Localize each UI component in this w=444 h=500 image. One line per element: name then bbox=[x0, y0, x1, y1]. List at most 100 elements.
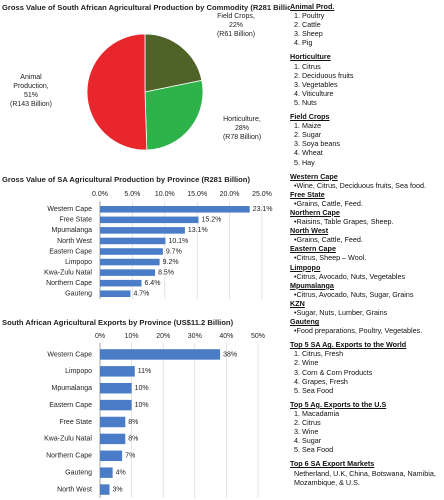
pie-label: Field Crops, 22% (R61 Billion) bbox=[207, 12, 265, 39]
slice-amount: (R78 Billion) bbox=[222, 134, 262, 141]
value-label: 8.5% bbox=[158, 269, 174, 276]
section-item: 2. Wine bbox=[294, 358, 319, 368]
value-label: 11% bbox=[138, 368, 152, 375]
y-tick-label: Kwa-Zulu Natal bbox=[44, 436, 92, 443]
section-item: 1. Maize bbox=[294, 121, 322, 131]
y-tick-label: Limpopo bbox=[65, 259, 92, 266]
bar bbox=[100, 269, 156, 276]
y-tick-label: Western Cape bbox=[47, 206, 92, 213]
section-heading: Animal Prod. bbox=[290, 2, 335, 11]
y-tick-label: Free State bbox=[59, 217, 92, 224]
section-item: •Grains, Cattle, Feed. bbox=[294, 198, 363, 208]
value-label: 9.7% bbox=[166, 248, 182, 255]
slice-value-label: 28% bbox=[234, 125, 249, 132]
chart-title: Gross Value of SA Agricultural Productio… bbox=[2, 175, 250, 184]
value-label: 23.1% bbox=[253, 206, 273, 213]
y-tick-label: Limpopo bbox=[65, 368, 92, 375]
y-tick-label: Western Cape bbox=[47, 351, 92, 358]
sidebar-block: Horticulture 1. Citrus 2. Deciduous fruits… bbox=[290, 52, 442, 107]
section-item: 2. Deciduous fruits bbox=[294, 70, 354, 80]
section-item: 5. Hay bbox=[294, 157, 315, 167]
section-heading: Top 5 Ag. Exports to the U.S bbox=[290, 399, 387, 409]
value-label: 10% bbox=[135, 385, 149, 392]
slice-amount: (R61 Billion) bbox=[216, 31, 256, 38]
bar bbox=[100, 416, 126, 428]
slice-category: Animal Production, bbox=[13, 74, 49, 90]
x-tick-label: 25.0% bbox=[252, 191, 272, 198]
chart-title: South African Agricultural Exports by Pr… bbox=[2, 318, 234, 327]
bar bbox=[100, 248, 163, 255]
bar bbox=[100, 279, 142, 287]
section-item: 5. Sea Food bbox=[294, 385, 334, 395]
y-tick-label: Gauteng bbox=[65, 291, 92, 298]
bar bbox=[100, 258, 160, 266]
section-item: •Citrus, Avocado, Nuts, Sugar, Grains bbox=[294, 289, 414, 299]
section-item: 3. Vegetables bbox=[294, 79, 338, 89]
pie-slice bbox=[144, 33, 203, 93]
section-item: 4. Sugar bbox=[294, 436, 322, 446]
section-item: 5. Nuts bbox=[294, 97, 317, 107]
bar bbox=[100, 227, 185, 234]
value-label: 3% bbox=[112, 486, 122, 493]
section-item: 3. Sheep bbox=[294, 29, 323, 39]
bar bbox=[100, 366, 135, 377]
pie-label: Horticulture, 28% (R78 Billion) bbox=[213, 115, 271, 142]
x-tick-label: 10% bbox=[125, 333, 139, 340]
section-heading: Top 6 SA Export Markets bbox=[290, 459, 375, 469]
section-item: •Citrus, Sheep – Wool. bbox=[294, 253, 367, 263]
section-item: 5. Sea Food bbox=[294, 445, 334, 455]
section-heading: Limpopo bbox=[290, 262, 321, 272]
slice-value-label: 51% bbox=[23, 92, 38, 99]
value-label: 38% bbox=[223, 351, 237, 358]
x-tick-label: 5.0% bbox=[124, 191, 140, 198]
y-tick-label: Gauteng bbox=[65, 470, 92, 477]
section-item: 3. Soya beans bbox=[294, 139, 340, 149]
x-tick-label: 20.0% bbox=[220, 191, 240, 198]
sidebar-block: Animal Prod. 1. Poultry 2. Cattle 3. Sheep 4… bbox=[290, 2, 442, 47]
section-item: •Sugar, Nuts, Lumber, Grains bbox=[294, 308, 388, 317]
x-tick-label: 0% bbox=[95, 333, 105, 340]
x-tick-label: 15.0% bbox=[187, 191, 207, 198]
bar bbox=[100, 237, 166, 245]
section-item: 2. Cattle bbox=[294, 20, 321, 30]
section-heading: Northern Cape bbox=[290, 207, 340, 217]
section-item: •Raisins, Table Grapes, Sheep. bbox=[294, 217, 394, 227]
section-item: Netherland, U.K, China, Botswana, Namibi… bbox=[294, 468, 436, 487]
section-heading: Free State bbox=[290, 189, 325, 199]
x-tick-label: 50% bbox=[251, 333, 265, 340]
y-tick-label: Northern Cape bbox=[46, 453, 92, 460]
section-heading: North West bbox=[290, 226, 329, 236]
value-label: 4% bbox=[116, 470, 126, 477]
x-tick-label: 20% bbox=[156, 333, 170, 340]
sidebar: Animal Prod. 1. Poultry 2. Cattle 3. Sheep 4… bbox=[290, 2, 442, 492]
value-label: 9.2% bbox=[163, 259, 179, 266]
value-label: 8% bbox=[128, 419, 138, 426]
section-heading: Field Crops bbox=[290, 112, 330, 122]
bar bbox=[100, 349, 221, 360]
section-item: •Food preparations, Poultry, Vegetables. bbox=[294, 326, 423, 336]
value-label: 10.1% bbox=[168, 238, 188, 245]
y-tick-label: Kwa-Zulu Natal bbox=[44, 269, 92, 276]
y-tick-label: Mpumalanga bbox=[52, 227, 93, 234]
bar bbox=[100, 433, 126, 445]
bar bbox=[100, 206, 250, 213]
section-item: 4. Pig bbox=[294, 38, 313, 48]
x-tick-label: 40% bbox=[219, 333, 233, 340]
y-tick-label: Eastern Cape bbox=[49, 402, 92, 409]
section-item: 1. Citrus bbox=[294, 61, 321, 71]
slice-category: Horticulture, bbox=[223, 116, 261, 123]
section-heading: Western Cape bbox=[290, 171, 338, 181]
section-heading: Eastern Cape bbox=[290, 244, 336, 254]
bar bbox=[100, 467, 113, 478]
x-tick-label: 10.0% bbox=[155, 191, 175, 198]
section-heading: Top 5 SA Ag. Exports to the World bbox=[290, 340, 407, 350]
value-label: 15.2% bbox=[201, 217, 221, 224]
section-item: 3. Corn & Corn Products bbox=[294, 367, 373, 377]
bar bbox=[100, 216, 199, 224]
section-item: 4. Wheat bbox=[294, 148, 323, 158]
y-tick-label: North West bbox=[57, 486, 92, 493]
bar bbox=[100, 450, 123, 462]
pie-label: Animal Production, 51% (R143 Billion) bbox=[6, 73, 56, 109]
charts: Gross Value of South African Agricultura… bbox=[2, 3, 290, 498]
